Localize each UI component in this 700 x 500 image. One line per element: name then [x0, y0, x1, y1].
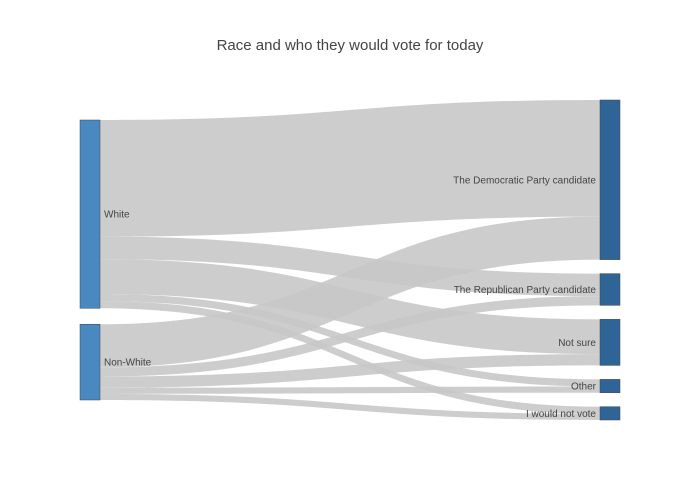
- sankey-nodes: [79, 99, 621, 421]
- chart-title: Race and who they would vote for today: [217, 37, 484, 54]
- node-label-the-democratic-party-candidate: The Democratic Party candidate: [453, 175, 596, 186]
- node-label-i-would-not-vote: I would not vote: [526, 409, 596, 420]
- link-non-white-to-the-democratic-party-candidate: [100, 216, 600, 368]
- link-white-to-the-republican-party-candidate: [100, 236, 600, 297]
- link-non-white-to-other: [100, 386, 600, 394]
- link-non-white-to-not-sure: [100, 354, 600, 388]
- sankey-labels: White Non-White The Democratic Party candi…: [104, 175, 597, 420]
- node-white: [79, 119, 101, 309]
- node-label-the-republican-party-candidate: The Republican Party candidate: [454, 285, 597, 296]
- node-the-republican-party-candidate: [599, 273, 621, 306]
- node-label-non-white: Non-White: [104, 358, 152, 369]
- sankey-links: [100, 100, 600, 420]
- node-non-white: [79, 324, 101, 401]
- node-other: [599, 379, 621, 393]
- node-label-not-sure: Not sure: [558, 338, 596, 349]
- node-label-white: White: [104, 210, 130, 221]
- node-not-sure: [599, 319, 621, 366]
- link-white-to-i-would-not-vote: [100, 301, 600, 414]
- link-non-white-to-i-would-not-vote: [100, 393, 600, 420]
- node-the-democratic-party-candidate: [599, 99, 621, 260]
- node-i-would-not-vote: [599, 406, 621, 421]
- link-non-white-to-the-republican-party-candidate: [100, 296, 600, 377]
- node-label-other: Other: [571, 382, 597, 393]
- link-white-to-the-democratic-party-candidate: [100, 100, 600, 237]
